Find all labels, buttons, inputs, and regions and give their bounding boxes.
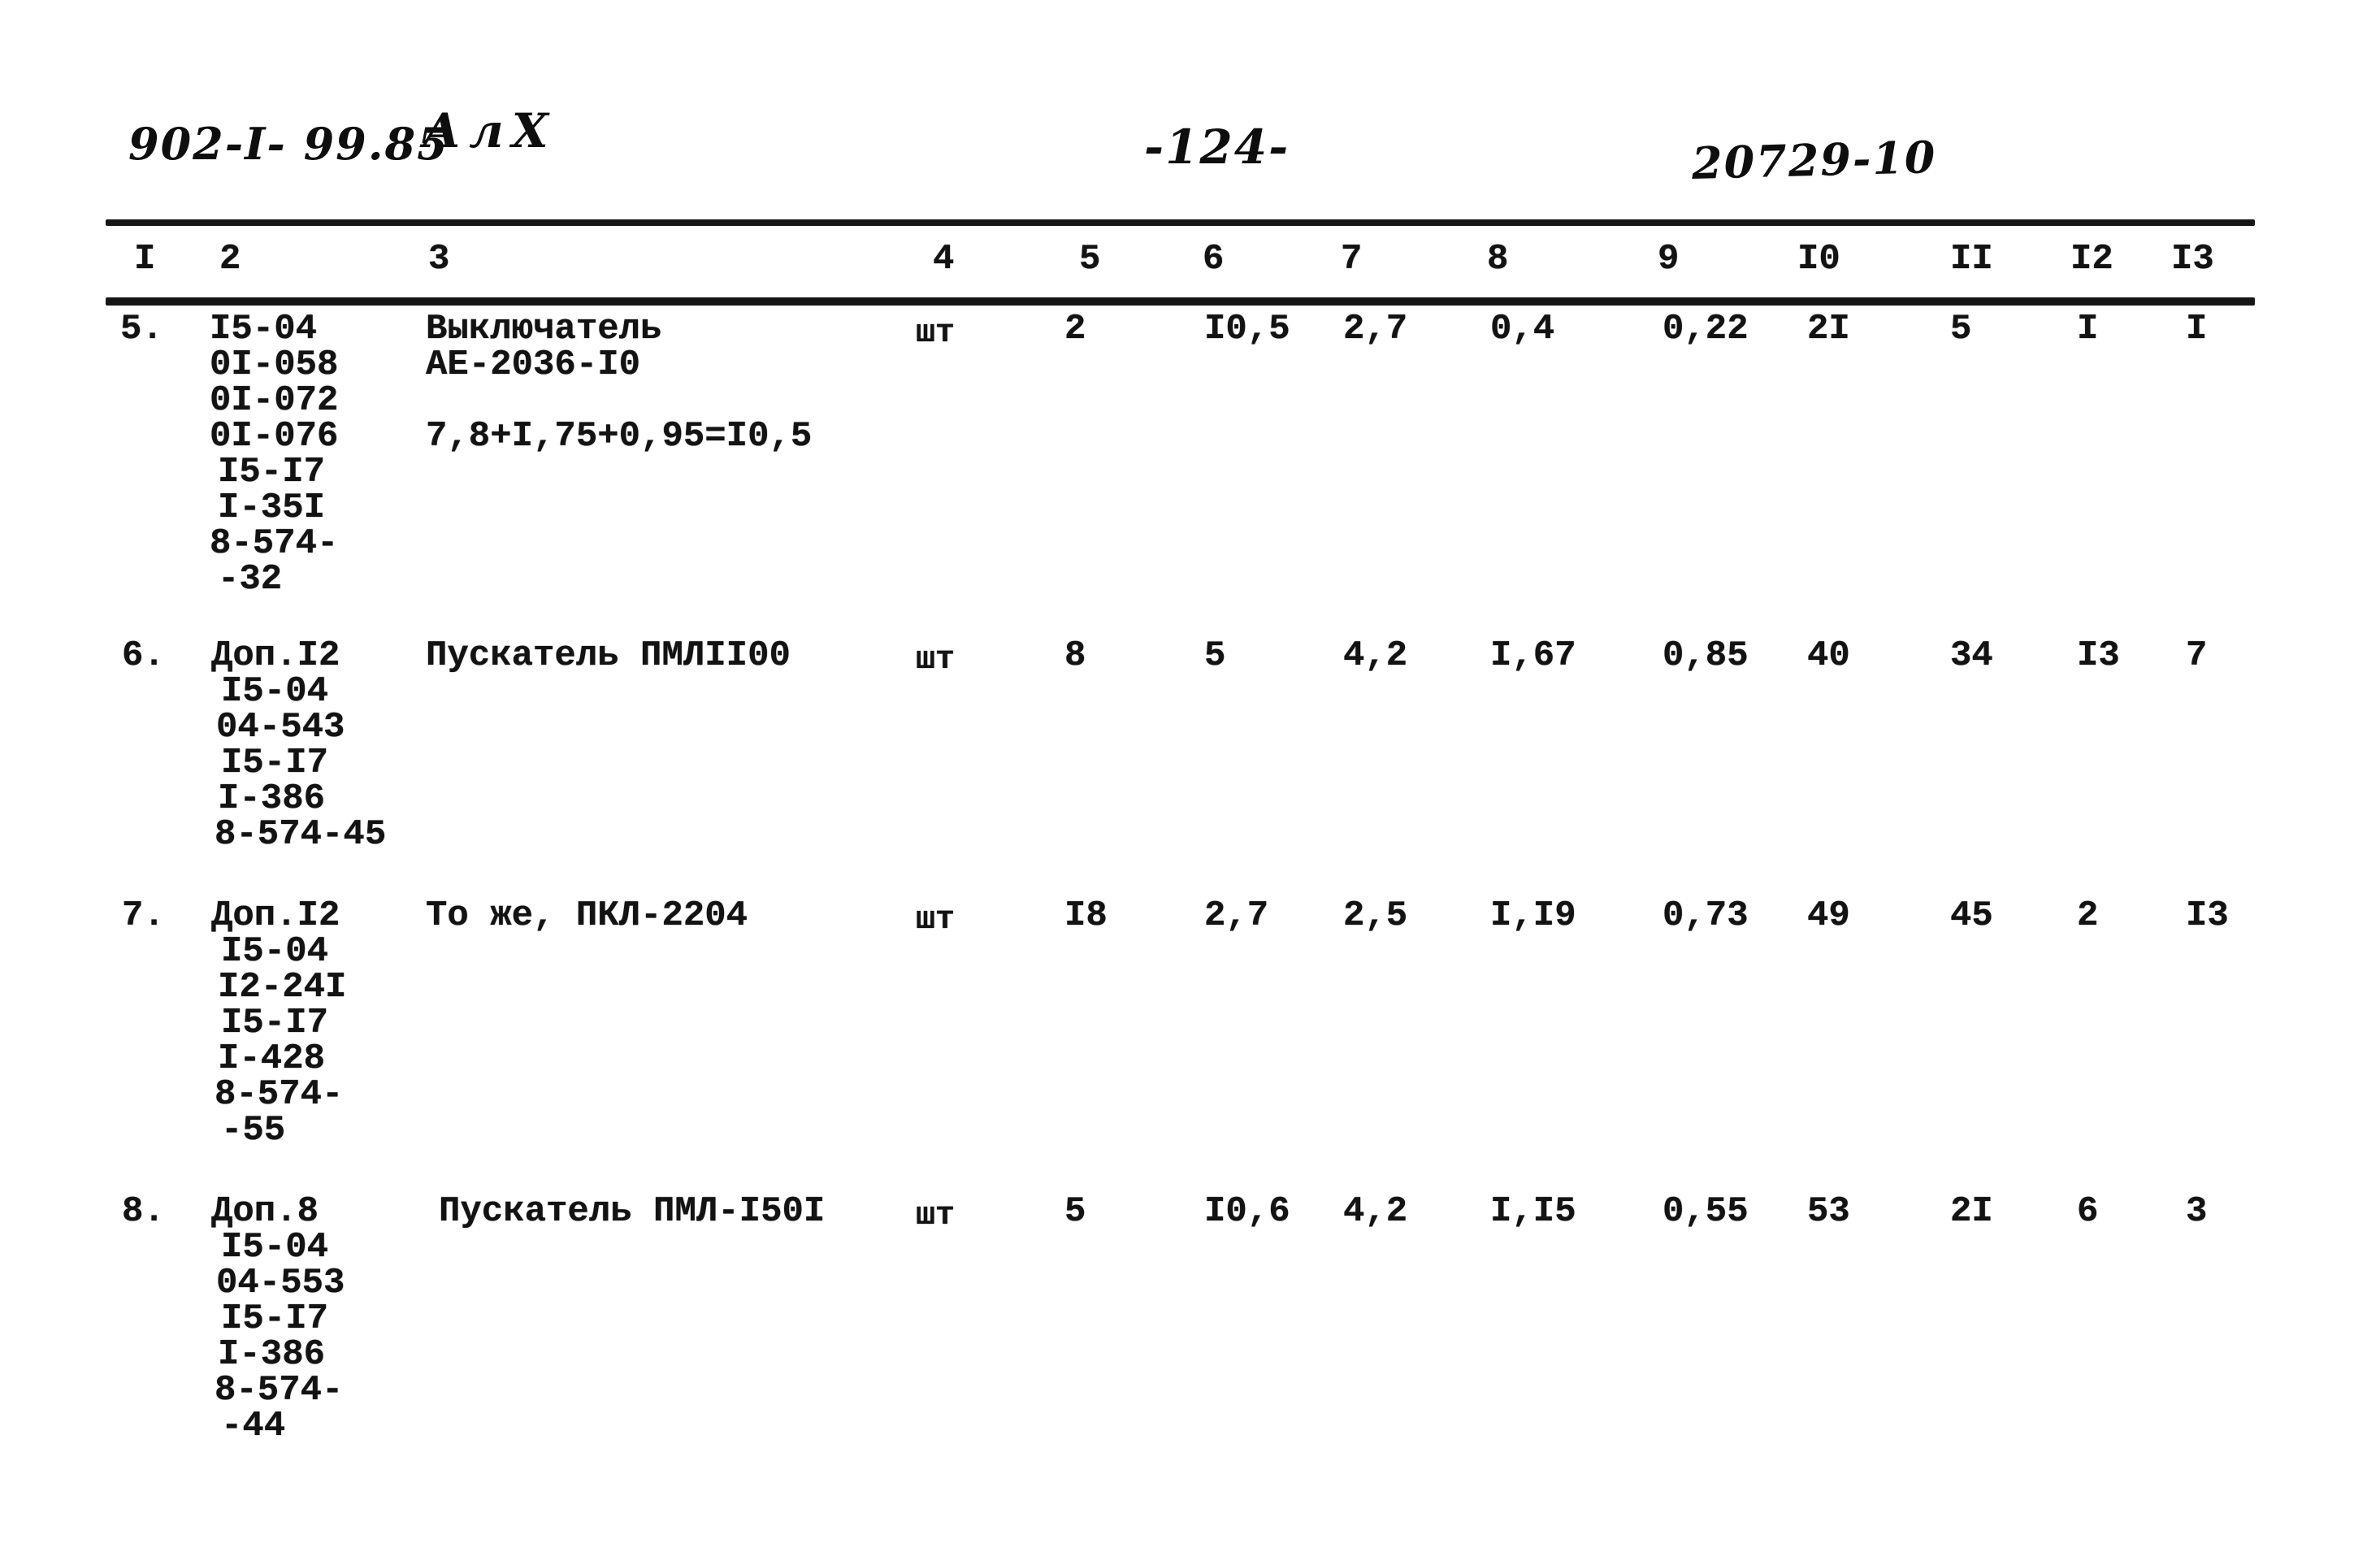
assembly-code: I-386 xyxy=(218,1334,326,1375)
value-col-9: 0,85 xyxy=(1663,635,1749,676)
column-header-2: 2 xyxy=(219,239,241,280)
column-header-1: I xyxy=(134,239,156,280)
column-header-9: 9 xyxy=(1658,239,1680,280)
row-item-number: 8. xyxy=(122,1191,165,1232)
value-col-12: I xyxy=(2077,309,2099,349)
value-col-9: 0,22 xyxy=(1663,309,1749,349)
assembly-code: Доп.I2 xyxy=(211,895,340,936)
unit-label: шт xyxy=(916,642,956,678)
assembly-code: Доп.I2 xyxy=(211,635,340,676)
unit-label: шт xyxy=(916,902,956,939)
assembly-code: I-35I xyxy=(218,488,326,528)
column-header-10: I0 xyxy=(1797,239,1840,280)
value-col-9: 0,73 xyxy=(1663,895,1749,936)
assembly-code: I2-24I xyxy=(218,967,347,1008)
value-col-6: I0,6 xyxy=(1204,1191,1290,1232)
column-header-5: 5 xyxy=(1079,239,1101,280)
doc-suffix-handwritten: АлХ xyxy=(423,103,557,158)
doc-code-handwritten: 20729-10 xyxy=(1691,131,1938,189)
unit-label: шт xyxy=(916,315,956,352)
assembly-code: -32 xyxy=(218,559,283,600)
assembly-code: I5-04 xyxy=(221,671,329,712)
value-col-10: 49 xyxy=(1807,895,1850,936)
assembly-code: 0I-076 xyxy=(210,416,339,457)
assembly-code: Доп.8 xyxy=(211,1191,319,1232)
assembly-code: I5-I7 xyxy=(221,1003,329,1043)
value-col-11: 45 xyxy=(1950,895,1993,936)
column-header-11: II xyxy=(1950,239,1993,280)
column-header-6: 6 xyxy=(1203,239,1225,280)
assembly-code: I5-I7 xyxy=(221,743,329,783)
value-col-11: 34 xyxy=(1950,635,1993,676)
unit-label: шт xyxy=(916,1198,956,1234)
row-item-number: 7. xyxy=(122,895,165,936)
equipment-name: То же, ПКЛ-2204 xyxy=(426,895,748,936)
value-col-7: 2,5 xyxy=(1343,895,1408,936)
value-col-8: I,I5 xyxy=(1490,1191,1576,1232)
assembly-code: I5-I7 xyxy=(221,1298,329,1339)
assembly-code: I5-04 xyxy=(221,1227,329,1268)
value-col-12: I3 xyxy=(2077,635,2120,676)
table-top-rule xyxy=(106,219,2255,226)
value-col-13: 3 xyxy=(2186,1191,2208,1232)
value-col-11: 2I xyxy=(1950,1191,1993,1232)
equipment-type: АЕ-2036-I0 xyxy=(426,345,641,385)
calc-note: 7,8+I,75+0,95=I0,5 xyxy=(426,416,813,457)
value-col-8: I,I9 xyxy=(1490,895,1576,936)
assembly-code: 04-553 xyxy=(216,1263,345,1303)
value-col-12: 6 xyxy=(2077,1191,2099,1232)
row-item-number: 5. xyxy=(120,309,163,349)
value-col-6: 2,7 xyxy=(1204,895,1269,936)
equipment-name: Выключатель xyxy=(426,309,662,349)
assembly-code: I-386 xyxy=(218,778,326,819)
value-col-13: I xyxy=(2186,309,2208,349)
assembly-code: -44 xyxy=(221,1406,286,1446)
value-col-8: I,67 xyxy=(1490,635,1576,676)
assembly-code: 04-543 xyxy=(216,707,345,748)
column-header-7: 7 xyxy=(1341,239,1363,280)
assembly-code: 0I-072 xyxy=(210,380,339,421)
value-col-6: 5 xyxy=(1204,635,1226,676)
value-col-8: 0,4 xyxy=(1490,309,1555,349)
value-col-10: 40 xyxy=(1807,635,1850,676)
equipment-name: Пускатель ПМЛII00 xyxy=(426,635,791,676)
column-header-8: 8 xyxy=(1487,239,1509,280)
column-header-13: I3 xyxy=(2171,239,2214,280)
column-header-12: I2 xyxy=(2070,239,2113,280)
value-col-9: 0,55 xyxy=(1663,1191,1749,1232)
page-number-handwritten: -124- xyxy=(1144,119,1290,175)
value-col-10: 53 xyxy=(1807,1191,1850,1232)
value-col-7: 4,2 xyxy=(1343,1191,1408,1232)
assembly-code: 8-574-45 xyxy=(215,814,387,855)
doc-number-handwritten: 902-I- 99.85 xyxy=(128,118,449,170)
value-col-5: 5 xyxy=(1064,1191,1086,1232)
assembly-code: 0I-058 xyxy=(210,345,339,385)
value-col-12: 2 xyxy=(2077,895,2099,936)
row-item-number: 6. xyxy=(122,635,165,676)
value-col-10: 2I xyxy=(1807,309,1850,349)
value-col-5: I8 xyxy=(1064,895,1108,936)
assembly-code: I5-I7 xyxy=(218,452,326,492)
assembly-code: 8-574- xyxy=(210,523,339,564)
value-col-5: 2 xyxy=(1064,309,1086,349)
value-col-13: 7 xyxy=(2186,635,2208,676)
assembly-code: 8-574- xyxy=(215,1370,344,1411)
assembly-code: 8-574- xyxy=(215,1074,344,1115)
column-header-4: 4 xyxy=(933,239,955,280)
value-col-7: 2,7 xyxy=(1343,309,1408,349)
assembly-code: I5-04 xyxy=(210,309,318,349)
equipment-name: Пускатель ПМЛ-I50I xyxy=(439,1191,826,1232)
value-col-11: 5 xyxy=(1950,309,1972,349)
assembly-code: I-428 xyxy=(218,1038,326,1079)
value-col-13: I3 xyxy=(2186,895,2229,936)
table-header-bottom-rule xyxy=(106,297,2255,306)
assembly-code: -55 xyxy=(221,1110,286,1151)
value-col-5: 8 xyxy=(1064,635,1086,676)
value-col-6: I0,5 xyxy=(1204,309,1290,349)
column-header-3: 3 xyxy=(428,239,450,280)
assembly-code: I5-04 xyxy=(221,931,329,972)
value-col-7: 4,2 xyxy=(1343,635,1408,676)
